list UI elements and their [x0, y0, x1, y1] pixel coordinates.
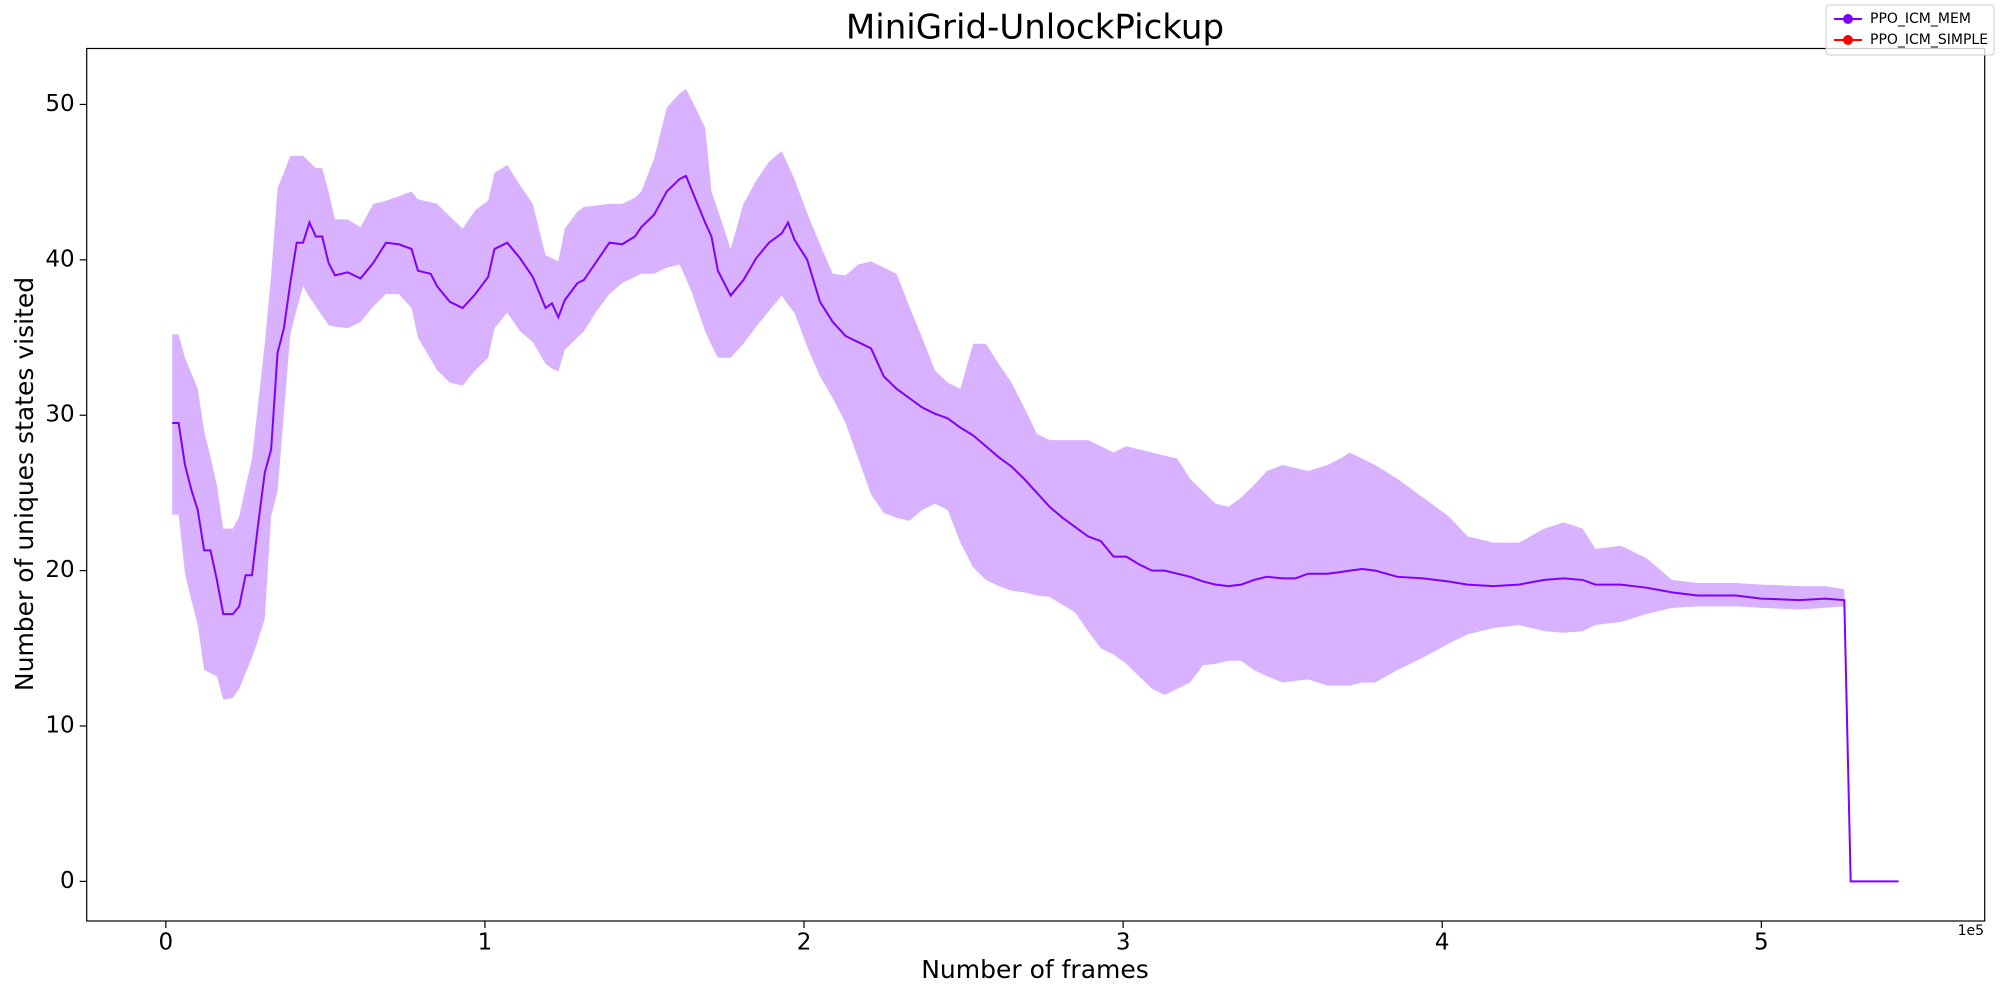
legend-marker	[1843, 14, 1853, 24]
x-tick-label: 0	[159, 930, 174, 956]
plot-frame	[86, 47, 1986, 922]
y-tick-label: 40	[45, 246, 74, 272]
chart-title: MiniGrid-UnlockPickup	[846, 8, 1224, 48]
x-tick-label: 3	[1116, 930, 1131, 956]
legend-label: PPO_ICM_MEM	[1870, 11, 1971, 27]
confidence-band	[172, 88, 1899, 882]
y-tick-label: 0	[60, 868, 75, 894]
y-tick-label: 20	[45, 557, 74, 583]
x-tick-label: 2	[797, 930, 812, 956]
x-tick-label: 4	[1435, 930, 1450, 956]
legend-box	[1825, 4, 1995, 56]
legend-label: PPO_ICM_SIMPLE	[1870, 32, 1988, 48]
legend-marker	[1843, 35, 1853, 45]
y-axis-label: Number of uniques states visited	[10, 277, 39, 691]
y-tick-label: 50	[45, 91, 74, 117]
y-tick-label: 30	[45, 402, 74, 428]
x-offset-label: 1e5	[1958, 923, 1984, 939]
x-tick-label: 1	[478, 930, 493, 956]
y-tick-label: 10	[45, 712, 74, 738]
x-tick-label: 5	[1754, 930, 1769, 956]
mean-line	[172, 174, 1899, 883]
x-axis-label: Number of frames	[921, 955, 1149, 984]
